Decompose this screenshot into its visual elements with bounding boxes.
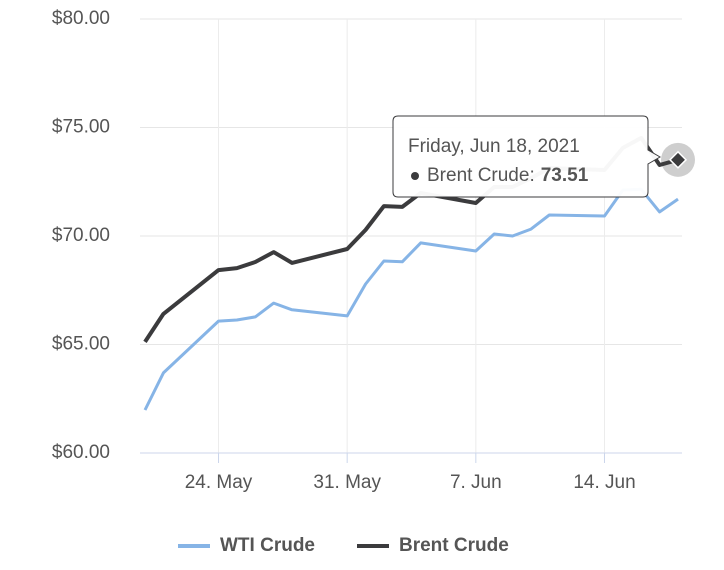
hover-marker — [668, 150, 688, 169]
tooltip: Friday, Jun 18, 2021 Brent Crude: 73.51 — [392, 115, 661, 198]
tooltip-value: 73.51 — [541, 165, 589, 186]
tooltip-box — [392, 115, 661, 198]
x-tick-label: 31. May — [313, 472, 381, 493]
y-tick-label: $65.00 — [52, 334, 110, 355]
series-line — [143, 187, 679, 411]
tooltip-label: Brent Crude: — [427, 165, 535, 186]
legend-label: WTI Crude — [220, 535, 315, 556]
y-tick-label: $60.00 — [52, 442, 110, 463]
y-tick-label: $75.00 — [52, 117, 110, 138]
legend-label: Brent Crude — [399, 535, 509, 556]
x-tick-label: 7. Jun — [450, 472, 502, 493]
tooltip-bullet — [411, 172, 419, 180]
tooltip-text: Brent Crude: 73.51 — [427, 165, 589, 186]
x-tick-label: 14. Jun — [573, 472, 635, 493]
tooltip-header: Friday, Jun 18, 2021 — [408, 136, 580, 157]
y-tick-label: $70.00 — [52, 225, 110, 246]
y-tick-label: $80.00 — [52, 8, 110, 29]
x-tick-label: 24. May — [185, 472, 253, 493]
